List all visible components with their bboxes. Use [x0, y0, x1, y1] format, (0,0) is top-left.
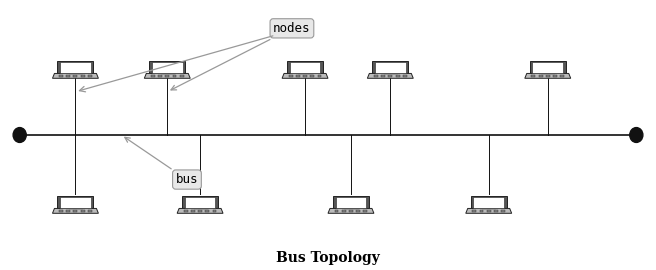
- FancyBboxPatch shape: [342, 210, 346, 212]
- FancyBboxPatch shape: [289, 75, 293, 77]
- FancyBboxPatch shape: [494, 210, 498, 212]
- FancyBboxPatch shape: [335, 210, 338, 212]
- FancyBboxPatch shape: [546, 75, 550, 77]
- FancyBboxPatch shape: [471, 196, 507, 209]
- FancyBboxPatch shape: [349, 210, 353, 212]
- FancyBboxPatch shape: [474, 197, 504, 208]
- FancyBboxPatch shape: [58, 61, 94, 74]
- FancyBboxPatch shape: [396, 75, 400, 77]
- FancyBboxPatch shape: [60, 62, 91, 73]
- Polygon shape: [52, 73, 98, 78]
- FancyBboxPatch shape: [533, 62, 564, 73]
- FancyBboxPatch shape: [381, 75, 385, 77]
- FancyBboxPatch shape: [403, 75, 407, 77]
- FancyBboxPatch shape: [336, 197, 367, 208]
- Polygon shape: [282, 73, 328, 78]
- FancyBboxPatch shape: [59, 210, 63, 212]
- FancyBboxPatch shape: [310, 75, 314, 77]
- FancyBboxPatch shape: [318, 75, 321, 77]
- FancyBboxPatch shape: [150, 61, 186, 74]
- Text: bus: bus: [125, 137, 198, 186]
- Polygon shape: [525, 73, 571, 78]
- FancyBboxPatch shape: [373, 61, 408, 74]
- FancyBboxPatch shape: [73, 210, 77, 212]
- FancyBboxPatch shape: [480, 210, 483, 212]
- FancyBboxPatch shape: [151, 75, 155, 77]
- Polygon shape: [177, 208, 223, 213]
- FancyBboxPatch shape: [182, 196, 218, 209]
- FancyBboxPatch shape: [501, 210, 505, 212]
- FancyBboxPatch shape: [185, 197, 215, 208]
- FancyBboxPatch shape: [213, 210, 216, 212]
- Ellipse shape: [630, 127, 643, 143]
- FancyBboxPatch shape: [88, 75, 92, 77]
- FancyBboxPatch shape: [287, 61, 323, 74]
- FancyBboxPatch shape: [303, 75, 307, 77]
- Text: nodes: nodes: [171, 22, 311, 90]
- FancyBboxPatch shape: [530, 61, 566, 74]
- FancyBboxPatch shape: [73, 75, 77, 77]
- FancyBboxPatch shape: [184, 210, 188, 212]
- FancyBboxPatch shape: [66, 210, 70, 212]
- FancyBboxPatch shape: [363, 210, 367, 212]
- FancyBboxPatch shape: [487, 210, 491, 212]
- Polygon shape: [367, 73, 413, 78]
- FancyBboxPatch shape: [472, 210, 476, 212]
- FancyBboxPatch shape: [60, 197, 91, 208]
- FancyBboxPatch shape: [560, 75, 564, 77]
- Polygon shape: [144, 73, 190, 78]
- Polygon shape: [466, 208, 512, 213]
- Text: Bus Topology: Bus Topology: [276, 251, 380, 265]
- Polygon shape: [52, 208, 98, 213]
- FancyBboxPatch shape: [333, 196, 369, 209]
- FancyBboxPatch shape: [388, 75, 392, 77]
- FancyBboxPatch shape: [539, 75, 543, 77]
- FancyBboxPatch shape: [81, 210, 85, 212]
- FancyBboxPatch shape: [356, 210, 360, 212]
- FancyBboxPatch shape: [198, 210, 202, 212]
- FancyBboxPatch shape: [191, 210, 195, 212]
- FancyBboxPatch shape: [375, 62, 405, 73]
- FancyBboxPatch shape: [152, 62, 182, 73]
- FancyBboxPatch shape: [158, 75, 162, 77]
- FancyBboxPatch shape: [88, 210, 92, 212]
- Polygon shape: [328, 208, 374, 213]
- FancyBboxPatch shape: [296, 75, 300, 77]
- FancyBboxPatch shape: [58, 196, 94, 209]
- FancyBboxPatch shape: [374, 75, 378, 77]
- FancyBboxPatch shape: [173, 75, 176, 77]
- Ellipse shape: [13, 127, 26, 143]
- FancyBboxPatch shape: [290, 62, 321, 73]
- FancyBboxPatch shape: [81, 75, 85, 77]
- FancyBboxPatch shape: [553, 75, 557, 77]
- FancyBboxPatch shape: [205, 210, 209, 212]
- FancyBboxPatch shape: [531, 75, 535, 77]
- FancyBboxPatch shape: [66, 75, 70, 77]
- FancyBboxPatch shape: [180, 75, 184, 77]
- FancyBboxPatch shape: [165, 75, 169, 77]
- FancyBboxPatch shape: [59, 75, 63, 77]
